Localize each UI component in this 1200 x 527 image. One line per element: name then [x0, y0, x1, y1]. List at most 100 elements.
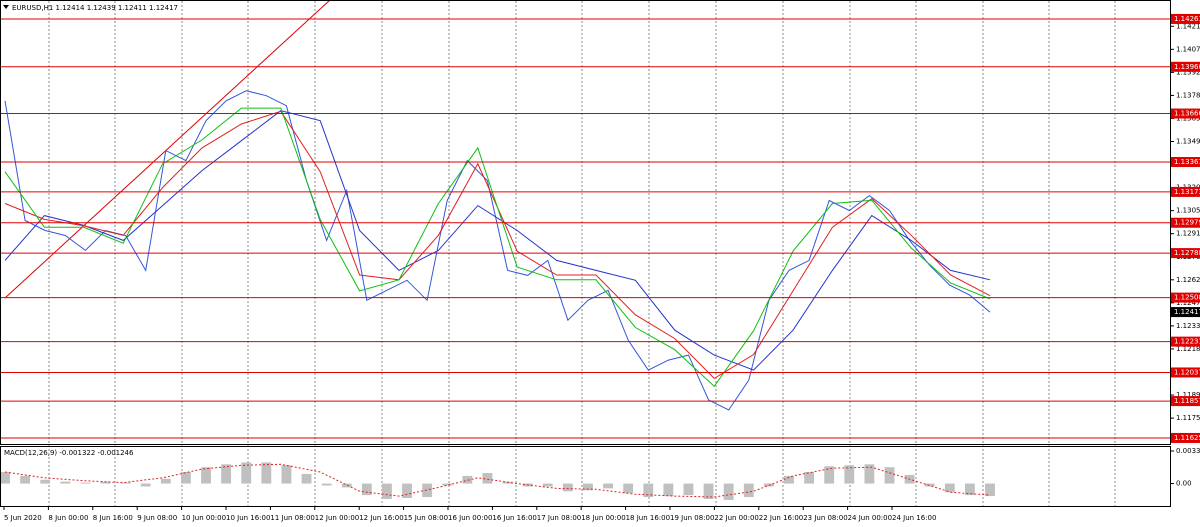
macd-bar: [0, 472, 10, 484]
symbol-header: EURUSD,H1 1.12414 1.12439 1.12411 1.1241…: [12, 4, 178, 12]
macd-bar: [301, 473, 312, 484]
macd-bar: [743, 483, 754, 498]
level-tag: [1171, 61, 1200, 72]
level-label: 1.11857: [1174, 397, 1200, 405]
macd-frame: [0, 446, 1171, 507]
x-tick-label: 23 Jun 08:00: [803, 514, 847, 522]
level-tag: [1171, 108, 1200, 119]
y-tick-label: 1.14070: [1176, 45, 1200, 53]
macd-y-tick-label: 0.00: [1176, 480, 1192, 488]
macd-bar: [583, 483, 593, 491]
macd-bar: [261, 462, 272, 484]
level-label: 1.13960: [1174, 63, 1200, 71]
macd-bar: [542, 483, 553, 487]
x-tick-label: 11 Jun 08:00: [270, 514, 314, 522]
macd-bar: [160, 478, 171, 484]
macd-bar: [924, 483, 935, 487]
macd-bar: [120, 482, 131, 484]
macd-bar: [341, 483, 352, 488]
macd-bar: [985, 483, 995, 497]
level-tag: [1171, 13, 1200, 24]
macd-bar: [723, 483, 734, 500]
macd-bar: [201, 467, 211, 484]
current-price-label: 1.12417: [1174, 308, 1200, 316]
level-label: 1.11625: [1174, 434, 1200, 442]
y-tick-label: 1.12475: [1176, 299, 1200, 307]
macd-title: MACD(12,26,9) -0.001322 -0.001246: [4, 449, 134, 457]
macd-bar: [844, 465, 855, 484]
macd-bar: [402, 483, 412, 499]
macd-bar: [100, 481, 111, 484]
macd-bar: [603, 483, 613, 489]
macd-bar: [40, 479, 51, 484]
macd-bar: [382, 483, 392, 499]
macd-bar: [964, 483, 975, 496]
x-tick-label: 5 Jun 2020: [4, 514, 42, 522]
macd-bar: [221, 464, 232, 484]
level-tag: [1171, 292, 1200, 303]
main-frame: [0, 0, 1171, 445]
macd-bar: [824, 466, 835, 484]
level-label: 1.13666: [1174, 110, 1200, 118]
macd-bar: [804, 472, 815, 484]
level-label: 1.12508: [1174, 294, 1200, 302]
x-tick-label: 9 Jun 08:00: [137, 514, 177, 522]
level-tag: [1171, 432, 1200, 443]
x-tick-label: 10 Jun 00:00: [182, 514, 226, 522]
macd-bar: [663, 483, 674, 497]
x-tick-label: 24 Jun 16:00: [892, 514, 936, 522]
macd-signal: [4, 463, 991, 498]
macd-bar: [643, 483, 654, 498]
macd-bar: [884, 467, 895, 484]
level-label: 1.12788: [1174, 249, 1200, 257]
x-tick-label: 22 Jun 00:00: [714, 514, 758, 522]
x-tick-label: 8 Jun 00:00: [48, 514, 88, 522]
macd-bar: [281, 465, 292, 484]
macd-bar: [482, 472, 493, 484]
y-tick-label: 1.13925: [1176, 68, 1200, 76]
x-tick-label: 12 Jun 16:00: [359, 514, 403, 522]
macd-bar: [562, 483, 573, 492]
y-tick-label: 1.13780: [1176, 91, 1200, 99]
macd-bar: [462, 475, 473, 484]
macd-bar: [80, 482, 91, 484]
macd-bar: [703, 483, 714, 499]
level-label: 1.12979: [1174, 219, 1200, 227]
macd-bar: [683, 483, 694, 496]
moving-average: [4, 110, 991, 371]
x-tick-label: 18 Jun 16:00: [626, 514, 670, 522]
x-tick-label: 18 Jun 00:00: [581, 514, 625, 522]
level-label: 1.13173: [1174, 188, 1200, 196]
y-tick-label: 1.14215: [1176, 22, 1200, 30]
y-tick-label: 1.12910: [1176, 230, 1200, 238]
macd-bar: [944, 483, 955, 493]
trend-line: [4, 0, 331, 299]
macd-bar: [864, 464, 875, 484]
macd-bar: [361, 483, 372, 496]
level-tag: [1171, 367, 1200, 378]
macd-bar: [140, 483, 151, 487]
y-tick-label: 1.11750: [1176, 414, 1200, 422]
y-tick-label: 1.12330: [1176, 322, 1200, 330]
y-tick-label: 1.11895: [1176, 391, 1200, 399]
macd-bar: [241, 462, 252, 484]
level-tag: [1171, 336, 1200, 347]
level-tag: [1171, 217, 1200, 228]
x-tick-label: 22 Jun 16:00: [759, 514, 803, 522]
y-tick-label: 1.13490: [1176, 138, 1200, 146]
x-tick-label: 16 Jun 00:00: [448, 514, 492, 522]
macd-bar: [442, 483, 453, 486]
level-label: 1.12037: [1174, 368, 1200, 376]
macd-bar: [60, 481, 71, 484]
x-tick-label: 10 Jun 16:00: [226, 514, 270, 522]
x-tick-label: 17 Jun 08:00: [537, 514, 581, 522]
x-tick-label: 8 Jun 16:00: [93, 514, 133, 522]
macd-bar: [623, 483, 634, 494]
level-tag: [1171, 157, 1200, 168]
